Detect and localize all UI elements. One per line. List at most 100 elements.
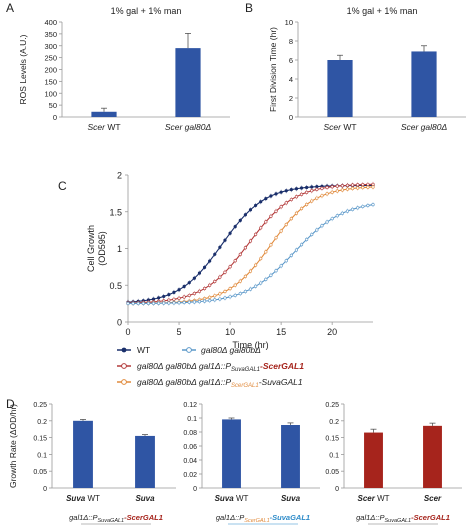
panel-d3-ytick-label: 0.05 <box>325 469 339 476</box>
series-red-point <box>299 192 304 196</box>
panel-label-b: B <box>245 1 253 15</box>
series-orange-point <box>243 274 247 279</box>
series-orange-point <box>228 286 232 291</box>
legend-red-suffix: -ScerGAL1 <box>260 361 304 371</box>
panel-d2-ytick-label: 0.02 <box>183 472 197 479</box>
series-orange-line <box>127 186 374 305</box>
panel-a-ytick-label: 200 <box>44 66 57 75</box>
series-wt-point <box>157 296 161 300</box>
panel-a-category-label: Scer gal80Δ <box>165 122 212 132</box>
panel-c-xtick-label: 5 <box>177 327 182 337</box>
series-orange-point <box>264 250 268 254</box>
series-wt-point <box>259 200 263 204</box>
series-orange-point <box>361 185 365 190</box>
series-wt-point <box>264 197 268 201</box>
panel-d2-chart: 0 0.02 0.04 0.06 0.08 0.1 0.12 Suva WT Suva gal1Δ… <box>183 402 320 525</box>
series-gal80-point <box>167 301 171 305</box>
series-wt-point <box>269 194 273 198</box>
series-wt-point <box>248 208 253 212</box>
series-gal80-point <box>356 206 360 210</box>
series-red-line <box>127 183 374 304</box>
legend-orange-sub: ScerGAL1 <box>231 383 259 389</box>
panel-b-category-label: Scer WT <box>323 122 356 132</box>
panel-a-ytick-label: 0 <box>53 113 57 122</box>
series-red-point <box>254 232 258 236</box>
series-gal80-point <box>157 301 161 305</box>
series-gal80-point <box>330 217 334 221</box>
panel-a-bar <box>91 111 117 117</box>
series-gal80-point <box>345 209 350 213</box>
panel-d1-ytick-label: 0.05 <box>33 469 47 476</box>
series-orange-point <box>325 192 329 196</box>
series-orange-point <box>218 292 222 296</box>
series-wt-point <box>284 189 288 193</box>
panel-c-xtick-label: 10 <box>225 327 235 337</box>
series-gal80-point <box>192 300 196 304</box>
series-red-point <box>213 279 217 284</box>
series-gal80-point <box>197 299 202 304</box>
panel-a-chart: 0 50 100 150 200 250 300 350 400 Scer WT Scer gal8… <box>18 6 230 132</box>
series-red-point <box>279 205 283 209</box>
series-gal80-point <box>202 299 207 303</box>
series-wt-point <box>310 185 314 189</box>
series-gal80-point <box>310 232 314 237</box>
series-orange-point <box>289 216 293 221</box>
panel-c-ytick-label: 0 <box>117 318 122 328</box>
panel-b-ytick-label: 2 <box>289 94 293 103</box>
series-gal80-point <box>172 301 176 305</box>
panel-b-ytick-label: 10 <box>285 18 293 27</box>
panel-label-a: A <box>6 1 14 15</box>
panel-a-ytick-label: 300 <box>44 42 57 51</box>
series-gal80-point <box>126 301 130 306</box>
series-red-point <box>325 185 329 190</box>
series-red-point <box>284 201 288 205</box>
series-gal80-point <box>233 293 237 297</box>
series-gal80-point <box>177 301 181 305</box>
series-red-point <box>335 184 339 188</box>
series-orange-point <box>274 236 278 240</box>
panel-c-ytick-label: 0.5 <box>109 281 122 291</box>
panel-d2-bar <box>281 425 300 488</box>
panel-d1-bar <box>73 420 93 488</box>
series-red-point <box>294 195 299 199</box>
series-red-point <box>238 252 242 256</box>
series-gal80-point <box>208 298 212 303</box>
series-wt-point <box>177 288 181 292</box>
series-wt-point <box>305 185 309 190</box>
series-gal80-point <box>335 214 339 218</box>
series-wt-point <box>299 186 304 190</box>
panel-d1-ytick-label: 0.2 <box>37 419 47 426</box>
series-wt-point <box>233 224 237 229</box>
panel-b-chart: 0 2 4 6 8 10 Scer WT Scer gal80Δ 1% gal + 1% man… <box>268 6 466 132</box>
panel-d1-ytick-label: 0.1 <box>37 452 47 459</box>
series-gal80-point <box>228 295 232 299</box>
series-wt-point <box>294 187 299 191</box>
panel-d2-ytick-label: 0.12 <box>183 402 197 409</box>
series-wt-point <box>202 265 207 269</box>
series-wt-point <box>289 188 293 192</box>
series-orange-point <box>248 269 253 273</box>
series-red-point <box>340 184 344 188</box>
series-wt-point <box>167 293 171 297</box>
series-gal80-point <box>284 259 288 263</box>
series-gal80-point <box>315 228 319 232</box>
series-gal80-point <box>274 269 278 273</box>
panel-d1-ytick-label: 0.25 <box>33 402 47 409</box>
series-red-point <box>259 226 263 230</box>
series-orange-point <box>366 185 370 189</box>
legend-gal80-marker <box>186 347 192 353</box>
series-gal80-point <box>182 300 186 305</box>
series-orange-point <box>223 289 227 294</box>
panel-d3-category-label: Scer WT <box>357 494 389 503</box>
series-gal80-point <box>243 289 247 294</box>
panel-d1-chart: 0 0.05 0.1 0.15 0.2 0.25 Suva WT Suva Growth Rat… <box>8 402 176 525</box>
series-orange-point <box>279 229 283 233</box>
series-wt-point <box>238 218 242 222</box>
series-red-point <box>305 190 309 194</box>
panel-c-ylabel-line2: (OD595) <box>97 231 107 266</box>
panel-d2-ytick-label: 0.06 <box>183 444 197 451</box>
series-red-point <box>310 189 314 193</box>
panel-d1-category-label: Suva WT <box>66 494 100 503</box>
panel-d2-category-label: Suva <box>281 494 301 503</box>
